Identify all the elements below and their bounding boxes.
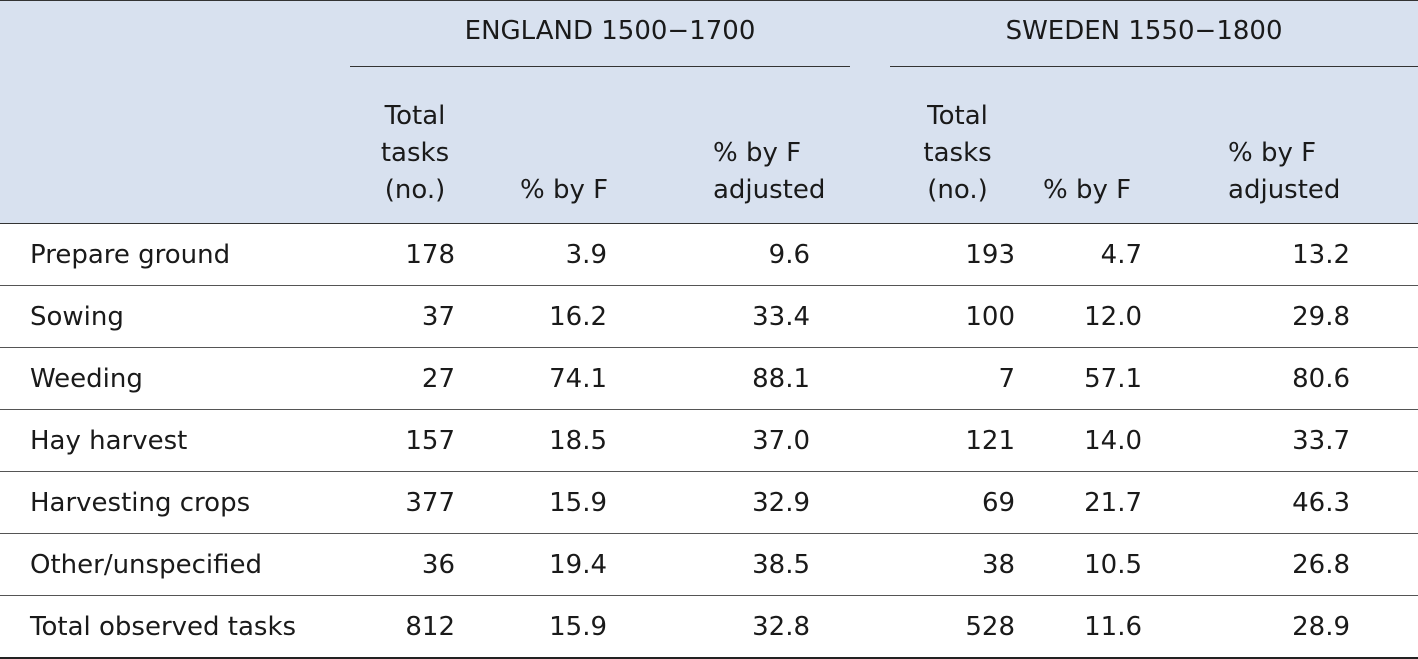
cell-eng-adjusted: 9.6 <box>655 223 871 286</box>
header-text: % by F <box>713 138 802 168</box>
cell-eng-total: 37 <box>350 285 480 348</box>
cell-eng-total: 27 <box>350 347 480 410</box>
cell-eng-pct: 16.2 <box>480 285 655 348</box>
header-text: tasks <box>380 138 450 168</box>
header-text: adjusted <box>1228 175 1341 205</box>
row-label: Sowing <box>0 285 350 348</box>
cell-eng-adjusted: 32.8 <box>655 595 871 659</box>
cell-swe-pct: 57.1 <box>1015 347 1191 410</box>
row-label: Harvesting crops <box>0 471 350 534</box>
cell-eng-total: 157 <box>350 409 480 472</box>
cell-eng-pct: 3.9 <box>480 223 655 286</box>
table-row: Prepare ground 178 3.9 9.6 193 4.7 13.2 <box>0 223 1418 286</box>
table-row: Sowing 37 16.2 33.4 100 12.0 29.8 <box>0 285 1418 348</box>
group-rule-sweden <box>890 66 1418 67</box>
header-text: % by F <box>1228 138 1317 168</box>
cell-eng-pct: 15.9 <box>480 471 655 534</box>
cell-eng-adjusted: 32.9 <box>655 471 871 534</box>
cell-swe-pct: 4.7 <box>1015 223 1191 286</box>
table-row: Weeding 27 74.1 88.1 7 57.1 80.6 <box>0 347 1418 410</box>
table-header: ENGLAND 1500−1700 SWEDEN 1550−1800 Total… <box>0 0 1418 224</box>
header-text: (no.) <box>384 175 446 205</box>
group-title-england: ENGLAND 1500−1700 <box>464 16 756 46</box>
cell-swe-total: 528 <box>870 595 1016 659</box>
table-body: Prepare ground 178 3.9 9.6 193 4.7 13.2 … <box>0 223 1418 659</box>
cell-swe-adjusted: 26.8 <box>1190 533 1418 596</box>
cell-swe-total: 100 <box>870 285 1016 348</box>
table-row: Other/unspecified 36 19.4 38.5 38 10.5 2… <box>0 533 1418 596</box>
header-text: (no.) <box>927 175 988 205</box>
cell-eng-total: 178 <box>350 223 480 286</box>
group-header-england: ENGLAND 1500−1700 <box>350 0 871 67</box>
cell-swe-pct: 10.5 <box>1015 533 1191 596</box>
cell-eng-adjusted: 37.0 <box>655 409 871 472</box>
cell-eng-total: 36 <box>350 533 480 596</box>
cell-swe-adjusted: 46.3 <box>1190 471 1418 534</box>
col-header-eng-pct: % by F <box>480 67 655 224</box>
cell-swe-adjusted: 28.9 <box>1190 595 1418 659</box>
cell-swe-total: 69 <box>870 471 1016 534</box>
cell-eng-pct: 18.5 <box>480 409 655 472</box>
cell-swe-adjusted: 33.7 <box>1190 409 1418 472</box>
row-label: Hay harvest <box>0 409 350 472</box>
cell-swe-total: 38 <box>870 533 1016 596</box>
cell-eng-adjusted: 88.1 <box>655 347 871 410</box>
cell-eng-pct: 15.9 <box>480 595 655 659</box>
table-row-total: Total observed tasks 812 15.9 32.8 528 1… <box>0 595 1418 659</box>
col-header-eng-adjusted: % by F adjusted <box>655 67 871 224</box>
col-header-swe-adjusted: % by F adjusted <box>1190 67 1418 224</box>
header-label-blank <box>0 67 350 224</box>
row-label: Total observed tasks <box>0 595 350 659</box>
table-row: Harvesting crops 377 15.9 32.9 69 21.7 4… <box>0 471 1418 534</box>
group-header-row: ENGLAND 1500−1700 SWEDEN 1550−1800 <box>0 0 1418 67</box>
header-text: Total <box>384 101 446 131</box>
header-text: Total <box>927 101 988 131</box>
cell-eng-total: 812 <box>350 595 480 659</box>
header-text: % by F <box>520 175 609 205</box>
col-header-eng-total: Total tasks (no.) <box>350 67 480 224</box>
cell-swe-pct: 21.7 <box>1015 471 1191 534</box>
column-header-row: Total tasks (no.) % by F % by F adjusted… <box>0 67 1418 224</box>
cell-swe-adjusted: 80.6 <box>1190 347 1418 410</box>
cell-swe-total: 193 <box>870 223 1016 286</box>
cell-swe-pct: 12.0 <box>1015 285 1191 348</box>
row-label: Weeding <box>0 347 350 410</box>
cell-eng-pct: 19.4 <box>480 533 655 596</box>
cell-eng-total: 377 <box>350 471 480 534</box>
cell-swe-adjusted: 13.2 <box>1190 223 1418 286</box>
header-text: adjusted <box>713 175 826 205</box>
cell-eng-adjusted: 38.5 <box>655 533 871 596</box>
row-label: Other/unspecified <box>0 533 350 596</box>
cell-swe-pct: 11.6 <box>1015 595 1191 659</box>
cell-swe-total: 121 <box>870 409 1016 472</box>
header-corner <box>0 0 350 67</box>
cell-eng-adjusted: 33.4 <box>655 285 871 348</box>
cell-swe-pct: 14.0 <box>1015 409 1191 472</box>
row-label: Prepare ground <box>0 223 350 286</box>
col-header-swe-total: Total tasks (no.) <box>870 67 1016 224</box>
header-text: % by F <box>1043 175 1132 205</box>
cell-swe-total: 7 <box>870 347 1016 410</box>
table-row: Hay harvest 157 18.5 37.0 121 14.0 33.7 <box>0 409 1418 472</box>
cell-swe-adjusted: 29.8 <box>1190 285 1418 348</box>
group-header-sweden: SWEDEN 1550−1800 <box>870 0 1418 67</box>
cell-eng-pct: 74.1 <box>480 347 655 410</box>
header-text: tasks <box>923 138 992 168</box>
col-header-swe-pct: % by F <box>1015 67 1191 224</box>
group-title-sweden: SWEDEN 1550−1800 <box>1005 16 1283 46</box>
group-rule-england <box>350 66 851 67</box>
